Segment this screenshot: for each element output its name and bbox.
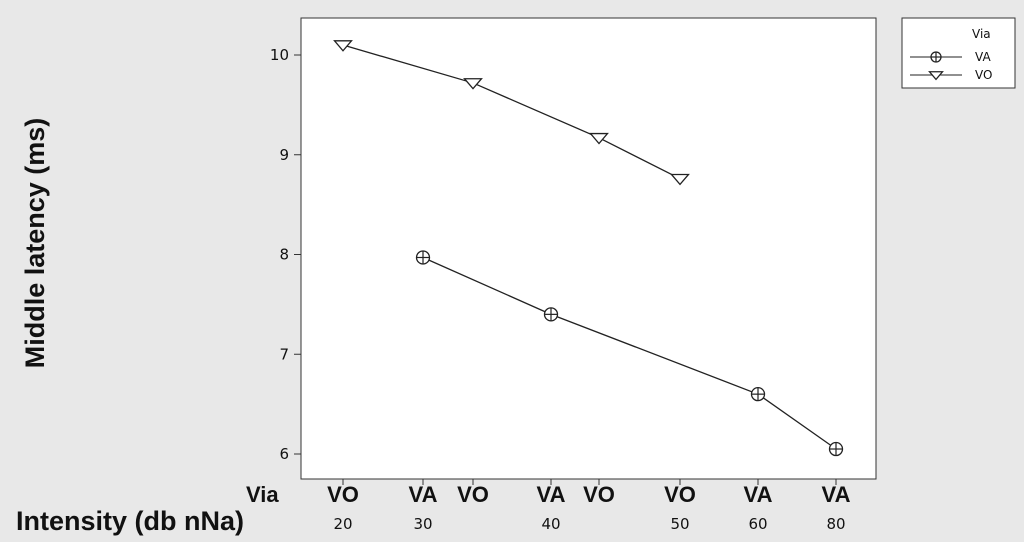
x-tick-label-via: VO [664,482,696,507]
x-tick-label-intensity: 30 [413,515,432,533]
series-va [415,250,844,457]
series-layer [333,40,844,457]
data-point-va [415,250,431,265]
data-point-vo [670,173,690,186]
x-axis-title: Intensity (db nNa) [16,506,244,536]
data-point-va [828,441,844,457]
legend-item-va: VA [910,50,991,64]
legend-label: VO [975,68,992,82]
y-tick-label: 7 [279,345,289,363]
x-tick-label-via: VA [822,482,851,507]
legend-title: Via [972,27,991,41]
y-tick-label: 10 [270,46,289,64]
legend: Via VA VO [901,17,1016,89]
x-tick-label-intensity: 40 [541,515,560,533]
data-point-vo [589,132,609,145]
x-tick-label-intensity: 80 [826,515,845,533]
x-tick-label-via: VO [583,482,615,507]
legend-box [901,17,1016,89]
y-axis-title: Middle latency (ms) [20,118,50,369]
x-tick-label-via: VA [537,482,566,507]
x-tick-label-intensity: 20 [333,515,352,533]
y-tick-label: 9 [279,146,289,164]
x-tick-label-via: VO [457,482,489,507]
data-point-vo [333,40,353,52]
legend-marker-circle-plus [930,51,942,63]
y-tick-label: 6 [279,445,289,463]
legend-label: VA [975,50,991,64]
series-vo [333,40,690,186]
data-point-va [543,307,559,322]
data-point-va [750,386,766,402]
y-axis: 6 7 8 9 10 [270,46,301,463]
x-tick-label-intensity: 50 [670,515,689,533]
x-tick-label-intensity: 60 [748,515,767,533]
x-axis: VO 20 VA 30 VO VA 40 VO VO 50 VA 60 VA 80 [327,479,851,533]
x-row-label-via: Via [246,482,279,507]
x-tick-label-via: VO [327,482,359,507]
series-line-vo [342,44,681,180]
x-tick-label-via: VA [744,482,773,507]
legend-marker-triangle-down [928,71,944,81]
data-point-vo [463,78,483,90]
legend-items: VA VO [910,50,992,82]
series-line-va [422,256,837,450]
x-tick-label-via: VA [409,482,438,507]
legend-item-vo: VO [910,68,992,82]
plot-area [300,17,877,480]
y-tick-label: 8 [279,246,289,264]
